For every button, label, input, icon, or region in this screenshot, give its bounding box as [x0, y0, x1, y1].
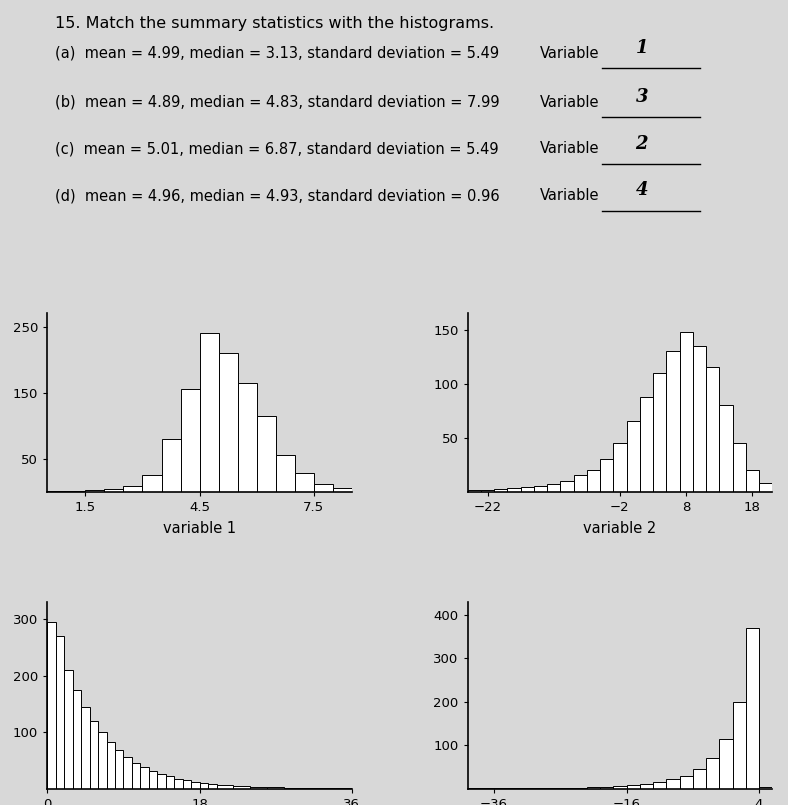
Bar [521, 487, 533, 492]
Bar [85, 490, 104, 492]
Bar [574, 475, 587, 492]
Bar [115, 750, 124, 789]
Bar [626, 421, 640, 492]
Bar [238, 382, 257, 492]
Text: Variable: Variable [541, 46, 600, 61]
Bar [162, 439, 180, 492]
Bar [56, 636, 64, 789]
Bar [140, 767, 149, 789]
Bar [679, 332, 693, 492]
Bar [719, 739, 733, 789]
Bar [124, 486, 143, 492]
Bar [640, 397, 653, 492]
Bar [653, 782, 667, 789]
Bar [199, 333, 218, 492]
Bar [284, 788, 301, 789]
Bar [301, 788, 318, 789]
Bar [706, 758, 719, 789]
Bar [547, 484, 560, 492]
Text: 2: 2 [635, 134, 648, 153]
Text: Variable: Variable [541, 188, 600, 203]
Text: 15. Match the summary statistics with the histograms.: 15. Match the summary statistics with th… [54, 16, 493, 31]
Bar [494, 489, 507, 492]
Bar [47, 621, 56, 789]
X-axis label: variable 2: variable 2 [583, 521, 656, 535]
Bar [667, 351, 679, 492]
Bar [165, 777, 174, 789]
Bar [547, 788, 560, 789]
Bar [467, 490, 481, 492]
Text: (c)  mean = 5.01, median = 6.87, standard deviation = 5.49: (c) mean = 5.01, median = 6.87, standard… [54, 142, 498, 156]
Bar [745, 628, 759, 789]
Bar [149, 770, 158, 789]
Text: 4: 4 [635, 181, 648, 200]
Text: 1: 1 [635, 39, 648, 57]
Bar [208, 784, 217, 789]
Bar [640, 784, 653, 789]
Bar [693, 346, 706, 492]
Bar [104, 489, 124, 492]
Bar [706, 367, 719, 492]
Bar [314, 484, 333, 492]
Bar [267, 787, 284, 789]
Bar [679, 776, 693, 789]
Bar [560, 788, 574, 789]
Bar [533, 486, 547, 492]
Bar [180, 390, 199, 492]
Text: Variable: Variable [541, 94, 600, 109]
Bar [745, 470, 759, 492]
Bar [233, 786, 251, 789]
Bar [72, 690, 81, 789]
Bar [613, 443, 626, 492]
Bar [667, 779, 679, 789]
Bar [64, 670, 72, 789]
Bar [158, 774, 165, 789]
Bar [295, 473, 314, 492]
Bar [257, 415, 276, 492]
Bar [719, 405, 733, 492]
Bar [600, 786, 613, 789]
Bar [759, 483, 772, 492]
Bar [191, 782, 199, 789]
Bar [217, 785, 233, 789]
Bar [653, 373, 667, 492]
Bar [333, 489, 352, 492]
Bar [626, 785, 640, 789]
Bar [600, 459, 613, 492]
Bar [481, 490, 494, 492]
Bar [183, 780, 191, 789]
Bar [574, 787, 587, 789]
Bar [733, 443, 745, 492]
Bar [693, 770, 706, 789]
Text: (d)  mean = 4.96, median = 4.93, standard deviation = 0.96: (d) mean = 4.96, median = 4.93, standard… [54, 188, 499, 203]
Bar [507, 489, 521, 492]
Text: Variable: Variable [541, 142, 600, 156]
Bar [733, 702, 745, 789]
Bar [124, 758, 132, 789]
Bar [199, 782, 208, 789]
Bar [587, 787, 600, 789]
Text: (a)  mean = 4.99, median = 3.13, standard deviation = 5.49: (a) mean = 4.99, median = 3.13, standard… [54, 46, 499, 61]
Bar [174, 778, 183, 789]
Bar [143, 475, 162, 492]
Bar [587, 470, 600, 492]
X-axis label: variable 1: variable 1 [163, 521, 236, 535]
Bar [106, 742, 115, 789]
Bar [613, 786, 626, 789]
Text: 3: 3 [635, 88, 648, 105]
Bar [98, 733, 106, 789]
Text: (b)  mean = 4.89, median = 4.83, standard deviation = 7.99: (b) mean = 4.89, median = 4.83, standard… [54, 94, 499, 109]
Bar [90, 721, 98, 789]
Bar [81, 707, 90, 789]
Bar [251, 786, 267, 789]
Bar [132, 763, 140, 789]
Bar [560, 481, 574, 492]
Bar [218, 353, 238, 492]
Bar [759, 786, 772, 789]
Bar [276, 456, 295, 492]
